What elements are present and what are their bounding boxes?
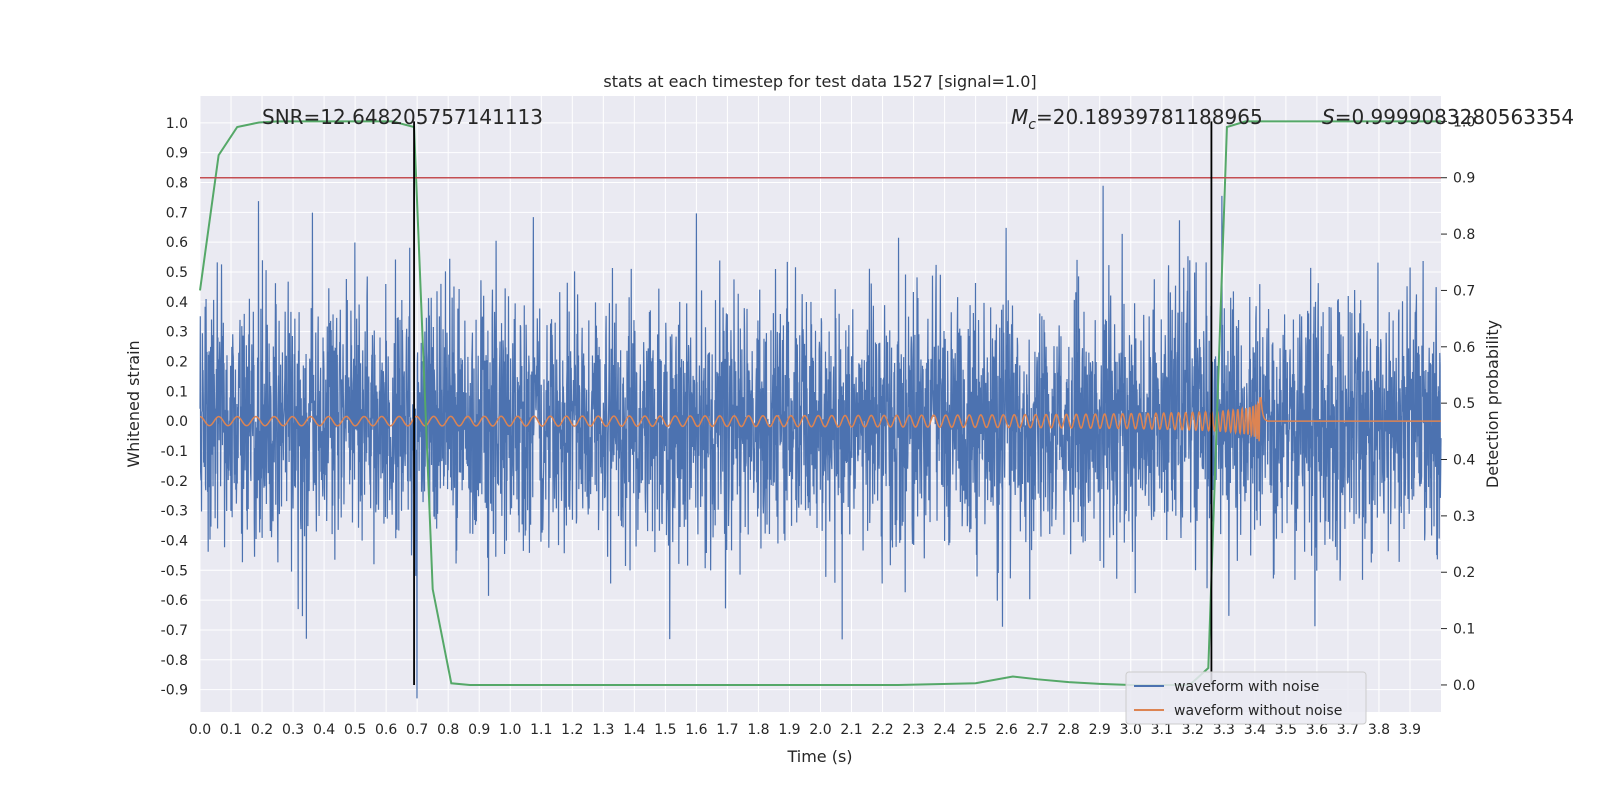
x-tick-label: 3.6 [1306,722,1328,738]
right-tick-label: 0.0 [1453,678,1475,694]
x-tick-label: 2.0 [809,722,831,738]
legend-box [1125,671,1367,725]
legend-label-noise: waveform with noise [1174,679,1319,695]
score-annotation: S=0.9999083280563354 [1322,105,1574,129]
x-tick-label: 3.1 [1151,722,1173,738]
x-tick-label: 2.2 [871,722,893,738]
x-tick-label: 1.5 [654,722,676,738]
mc-symbol: M [1011,105,1028,129]
x-tick-label: 3.0 [1120,722,1142,738]
x-tick-label: 0.7 [406,722,428,738]
y-tick-label: -0.7 [161,623,188,639]
x-tick-label: 2.3 [902,722,924,738]
x-tick-label: 0.8 [437,722,459,738]
mc-subscript: c [1028,117,1036,133]
x-tick-label: 1.7 [716,722,738,738]
y-tick-label: 0.8 [166,176,188,192]
legend: waveform with noise waveform without noi… [1125,671,1367,725]
y-tick-label: 1.0 [166,116,188,132]
x-tick-label: 0.3 [282,722,304,738]
y-tick-label: -0.6 [161,593,188,609]
x-tick-label: 3.9 [1399,722,1421,738]
legend-label-clean: waveform without noise [1174,703,1342,719]
clean-waveform [199,396,1441,442]
x-tick-label: 1.3 [592,722,614,738]
chirp-mass-annotation: Mc=20.18939781188965 [1011,105,1263,133]
x-tick-label: 3.2 [1182,722,1204,738]
x-tick-label: 1.9 [778,722,800,738]
right-axis-ticks: 1.0 0.9 0.8 0.7 0.6 0.5 0.4 0.3 0.2 0.1 0.0 [1441,114,1475,694]
x-tick-label: 3.3 [1213,722,1235,738]
right-tick-label: 0.9 [1453,171,1475,187]
y-tick-label: -0.2 [161,474,188,490]
x-tick-label: 0.2 [251,722,273,738]
y-tick-label: -0.1 [161,444,188,460]
y-tick-label: 0.6 [166,235,188,251]
x-tick-label: 0.1 [220,722,242,738]
right-tick-label: 0.4 [1453,453,1475,469]
x-tick-label: 1.4 [623,722,645,738]
x-tick-label: 1.2 [561,722,583,738]
x-tick-label: 2.8 [1058,722,1080,738]
x-tick-label: 2.6 [996,722,1018,738]
right-tick-label: 0.7 [1453,283,1475,299]
y-tick-label: 0.1 [166,384,188,400]
x-tick-label: 0.4 [313,722,335,738]
x-tick-label: 3.5 [1275,722,1297,738]
s-value: =0.9999083280563354 [1335,105,1574,129]
x-axis-ticks: 0.0 0.1 0.2 0.3 0.4 0.5 0.6 0.7 0.8 0.9 1.0 1.1 1.2 1… [189,722,1421,738]
y-tick-label: -0.4 [161,533,188,549]
x-tick-label: 0.6 [375,722,397,738]
right-axis-label: Detection probability [1483,320,1502,488]
y-tick-label: 0.0 [166,414,188,430]
x-tick-label: 0.9 [468,722,490,738]
y-tick-label: 0.5 [166,265,188,281]
x-tick-label: 2.4 [933,722,955,738]
x-tick-label: 2.1 [840,722,862,738]
y-axis-ticks: 1.0 0.9 0.8 0.7 0.6 0.5 0.4 0.3 0.2 0.1 0.0 -0.1 -0.… [161,116,188,699]
y-tick-label: -0.5 [161,563,188,579]
snr-annotation: SNR=12.648205757141113 [262,105,543,129]
right-tick-label: 1.0 [1453,114,1475,130]
noise-waveform [199,185,1442,699]
mc-value: =20.18939781188965 [1036,105,1263,129]
y-tick-label: -0.8 [161,653,188,669]
y-tick-label: 0.7 [166,205,188,221]
right-tick-label: 0.2 [1453,565,1475,581]
x-tick-label: 2.7 [1027,722,1049,738]
x-tick-label: 0.0 [189,722,211,738]
x-tick-label: 3.7 [1337,722,1359,738]
clean-waveform-line [199,396,1441,442]
y-tick-label: 0.4 [166,295,188,311]
x-tick-label: 3.4 [1244,722,1266,738]
right-tick-label: 0.8 [1453,227,1475,243]
y-tick-label: 0.9 [166,146,188,162]
x-tick-label: 2.5 [964,722,986,738]
x-axis-label: Time (s) [786,747,852,766]
right-tick-label: 0.1 [1453,622,1475,638]
noise-waveform-line [199,185,1442,699]
y-axis-label: Whitened strain [124,340,143,467]
y-tick-label: -0.3 [161,504,188,520]
right-tick-label: 0.5 [1453,396,1475,412]
x-tick-label: 0.5 [344,722,366,738]
s-symbol: S [1322,105,1335,129]
y-tick-label: 0.2 [166,354,188,370]
x-tick-label: 2.9 [1089,722,1111,738]
vertical-markers [413,121,1213,685]
chart-title: stats at each timestep for test data 152… [603,72,1036,91]
y-tick-label: -0.9 [161,683,188,699]
x-tick-label: 1.0 [499,722,521,738]
x-tick-label: 1.8 [747,722,769,738]
right-tick-label: 0.6 [1453,340,1475,356]
x-tick-label: 3.8 [1368,722,1390,738]
y-tick-label: 0.3 [166,325,188,341]
x-tick-label: 1.1 [530,722,552,738]
x-tick-label: 1.6 [685,722,707,738]
right-tick-label: 0.3 [1453,509,1475,525]
